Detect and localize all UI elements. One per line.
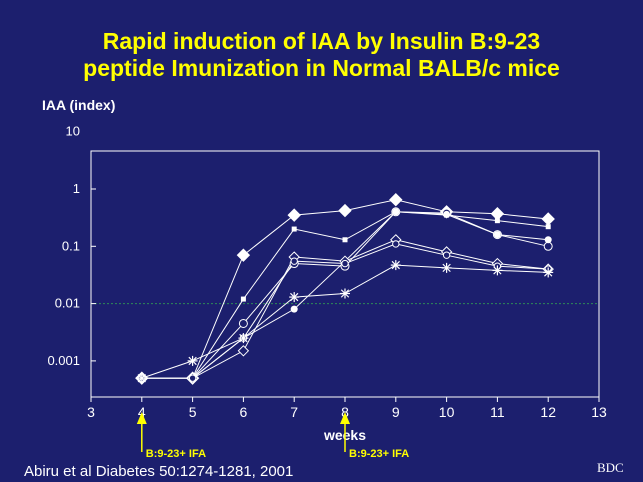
data-point (236, 248, 251, 262)
x-tick-label: 8 (341, 404, 349, 420)
x-tick-label: 10 (439, 404, 455, 420)
data-point (341, 259, 349, 268)
y-tick-label: 1 (73, 181, 80, 196)
chart-title: Rapid induction of IAA by Insulin B:9-23… (0, 28, 643, 82)
y-tick-label: 0.1 (62, 238, 80, 253)
injection-arrow-head (136, 412, 147, 424)
data-point (541, 212, 555, 226)
data-point (289, 292, 300, 303)
x-tick-label: 13 (591, 404, 607, 420)
data-point (340, 288, 350, 299)
injection-arrow-head (340, 412, 350, 424)
x-tick-label: 6 (240, 404, 248, 420)
data-point (187, 355, 198, 366)
y-axis-label: IAA (index) (42, 97, 116, 113)
data-point (238, 333, 249, 344)
data-point (543, 267, 554, 278)
plot-frame (90, 150, 600, 398)
x-tick-label: 11 (490, 404, 505, 420)
citation: Abiru et al Diabetes 50:1274-1281, 2001 (24, 463, 294, 480)
data-point (545, 224, 551, 230)
data-point (389, 193, 403, 207)
x-tick-label: 3 (87, 404, 95, 420)
data-point (237, 345, 250, 357)
title-line-1: Rapid induction of IAA by Insulin B:9-23 (102, 28, 541, 54)
data-point (443, 210, 451, 218)
data-point (442, 251, 451, 259)
y-tick-label: 0.01 (55, 296, 80, 311)
data-point (342, 237, 348, 243)
x-tick-label: 7 (290, 404, 298, 420)
x-tick-label: 4 (138, 404, 146, 420)
data-point (238, 318, 248, 328)
injection-label: B:9-23+ IFA (146, 448, 206, 460)
data-point (492, 265, 503, 276)
data-point (287, 208, 301, 222)
y-tick-label: 10 (66, 124, 80, 139)
bdc-logo: BDC (597, 460, 624, 475)
data-point (392, 240, 400, 248)
data-point (291, 226, 297, 232)
data-point (544, 236, 552, 244)
data-point (494, 218, 500, 224)
injection-label: B:9-23+ IFA (349, 448, 409, 460)
x-tick-label: 12 (540, 404, 556, 420)
data-point (493, 231, 501, 239)
data-point (290, 305, 298, 313)
data-point (441, 262, 452, 273)
x-tick-label: 5 (189, 404, 197, 420)
series-line-7 (141, 264, 549, 379)
y-tick-label: 0.001 (47, 353, 80, 368)
data-point (392, 208, 400, 216)
data-point (290, 257, 298, 265)
data-point (543, 241, 553, 251)
data-point (188, 374, 197, 382)
data-point (136, 373, 147, 384)
x-tick-label: 9 (392, 404, 400, 420)
data-point (240, 296, 246, 302)
title-line-2: peptide Imunization in Normal BALB/c mic… (83, 55, 560, 81)
data-point (490, 207, 505, 221)
data-point (390, 260, 401, 271)
data-point (338, 203, 352, 218)
